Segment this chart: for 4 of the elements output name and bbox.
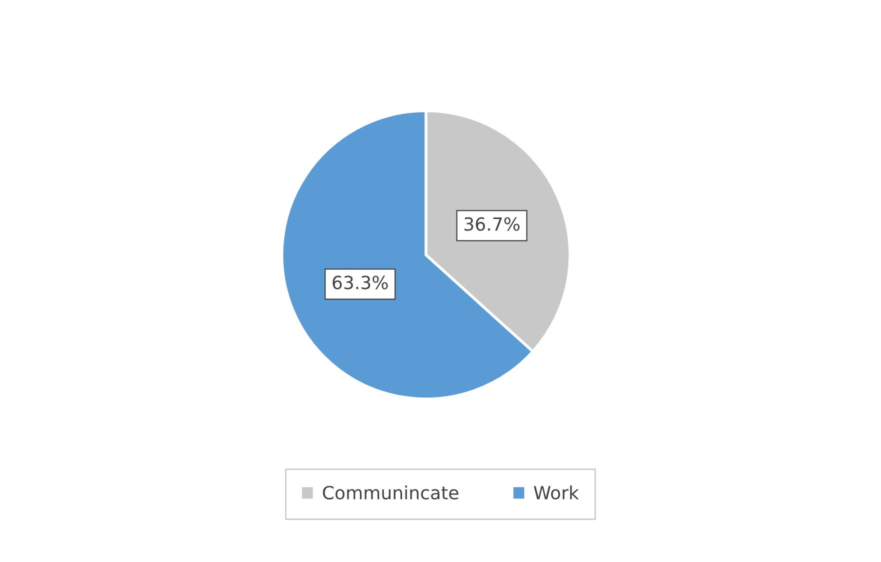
legend-label: Work (534, 486, 579, 500)
data-label: 36.7% (464, 217, 520, 231)
legend-label: Communincate (322, 486, 458, 500)
data-label: 63.3% (332, 276, 388, 290)
